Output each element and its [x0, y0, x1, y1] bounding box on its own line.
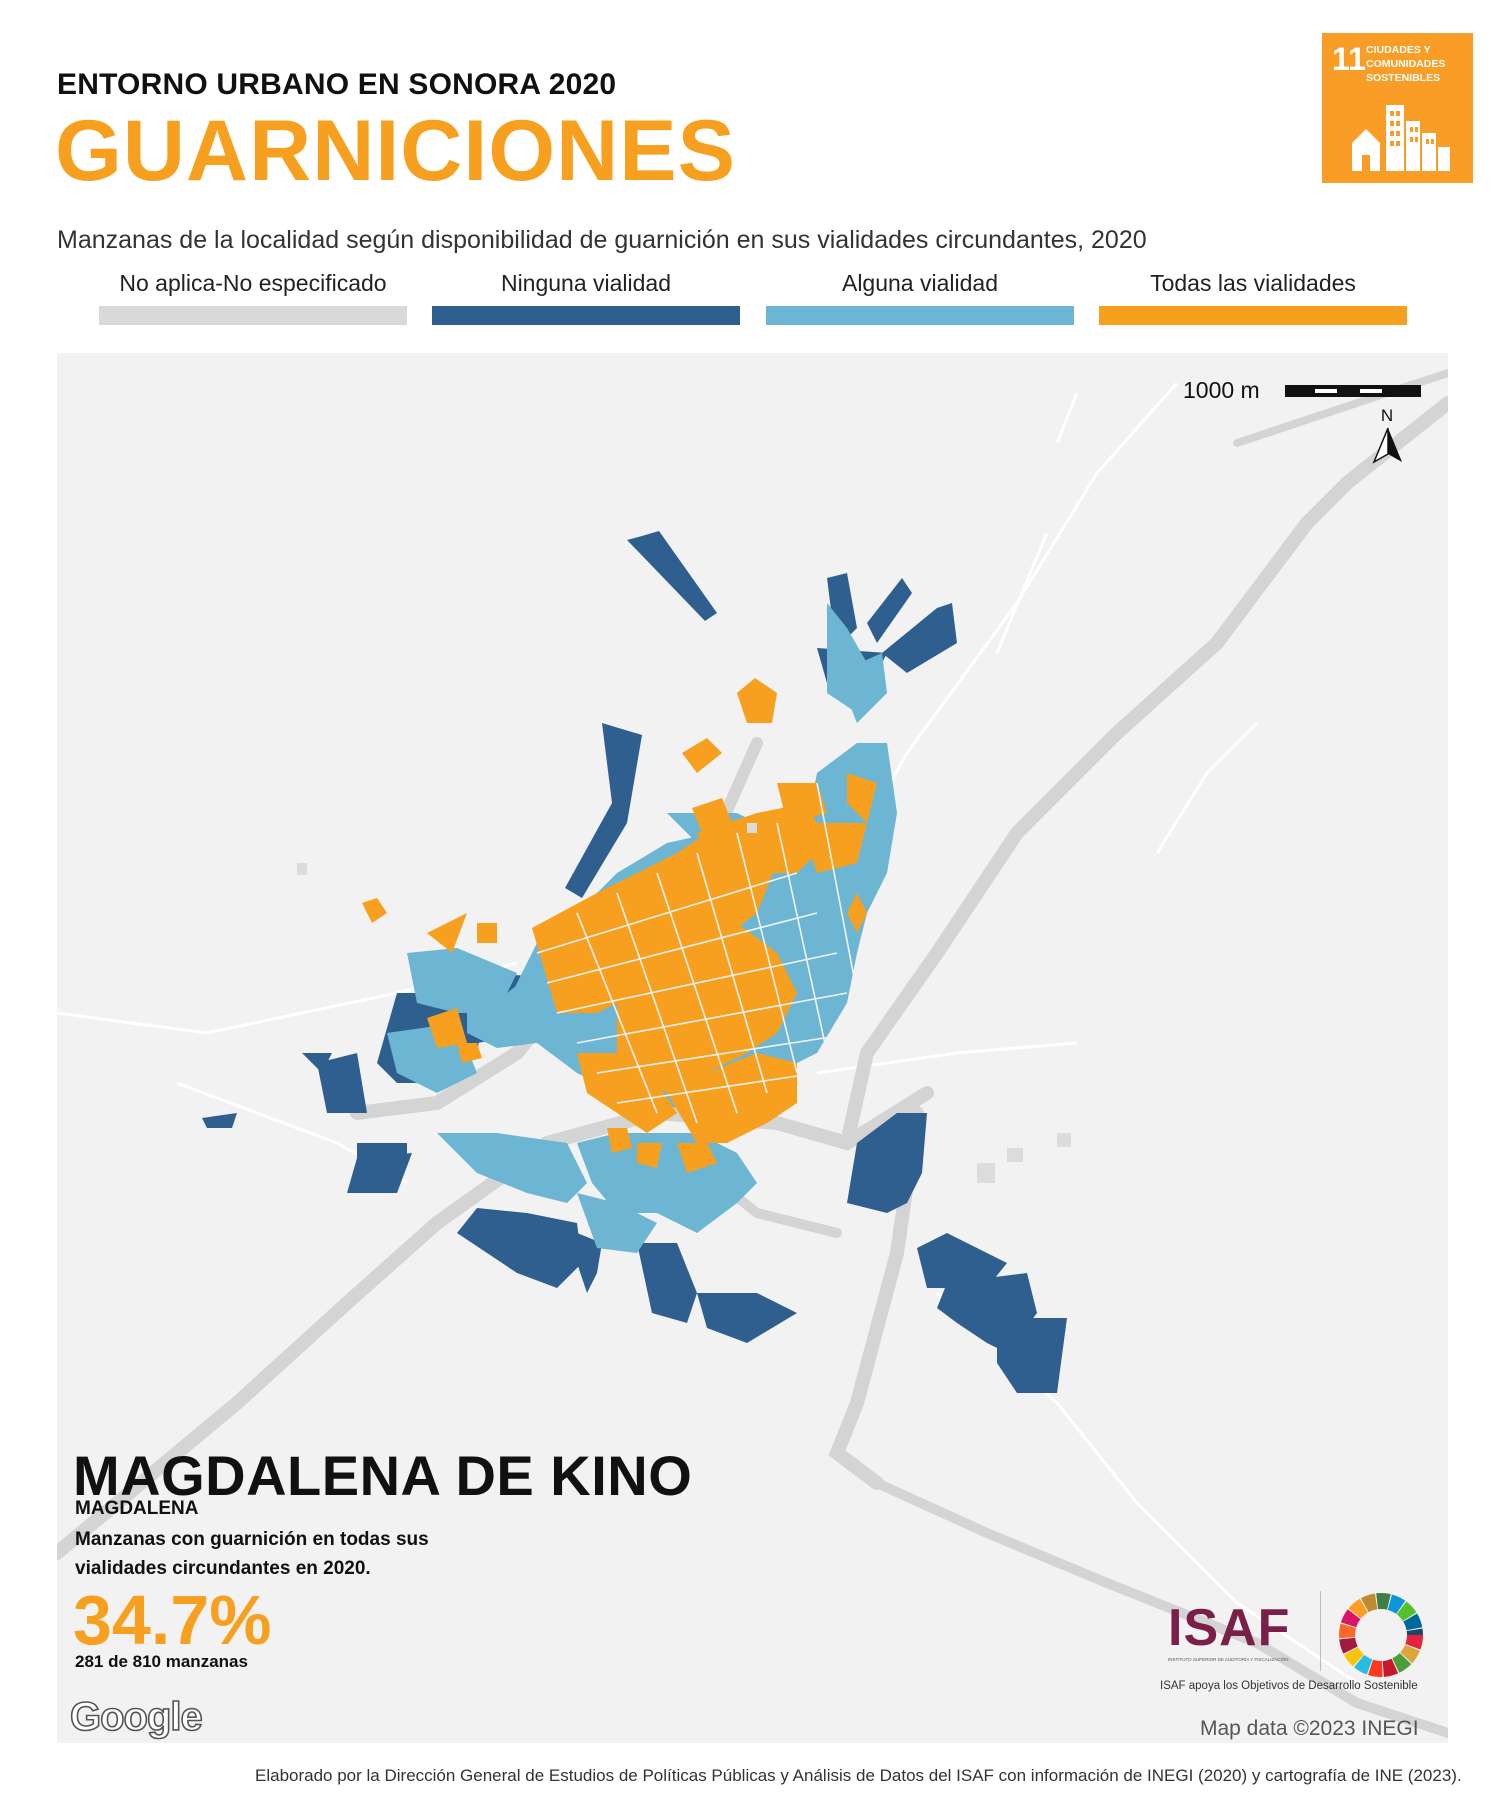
- sdg-text: CIUDADES Y COMUNIDADES SOSTENIBLES: [1366, 44, 1446, 85]
- legend-label: No aplica-No especificado: [119, 270, 387, 296]
- locality-name: MAGDALENA DE KINO: [73, 1444, 693, 1507]
- google-logo: Google: [69, 1694, 203, 1740]
- page-title: GUARNICIONES: [55, 103, 736, 199]
- kicker-title: ENTORNO URBANO EN SONORA 2020: [57, 68, 617, 101]
- legend-item-alguna: Alguna vialidad: [766, 270, 1074, 325]
- north-arrow: N: [1368, 406, 1408, 471]
- sdg-number: 11: [1332, 41, 1366, 77]
- isaf-logo: ISAF: [1168, 1599, 1291, 1657]
- map-subtitle: Manzanas de la localidad según disponibi…: [57, 226, 1147, 254]
- legend-item-todas: Todas las vialidades: [1099, 270, 1407, 325]
- sdg-wheel-icon: [1339, 1593, 1423, 1677]
- legend-item-ninguna: Ninguna vialidad: [432, 270, 740, 325]
- logo-divider: [1320, 1591, 1321, 1671]
- street-grid: [536, 782, 858, 1124]
- map-panel[interactable]: [57, 353, 1448, 1743]
- isaf-note: ISAF apoya los Objetivos de Desarrollo S…: [1160, 1680, 1418, 1692]
- legend-swatch: [1099, 306, 1407, 325]
- north-arrow-icon: [1372, 427, 1402, 464]
- legend-label: Ninguna vialidad: [500, 270, 672, 296]
- legend-swatch: [432, 306, 740, 325]
- stat-count: 281 de 810 manzanas: [75, 1652, 248, 1671]
- legend-label: Alguna vialidad: [841, 270, 998, 296]
- legend-swatch: [766, 306, 1074, 325]
- stat-description: Manzanas con guarnición en todas sus via…: [75, 1529, 429, 1579]
- municipality-name: MAGDALENA: [75, 1498, 199, 1519]
- stat-percentage: 34.7%: [73, 1581, 272, 1659]
- city-buildings-icon: [1352, 105, 1450, 171]
- isaf-logo-subtitle: INSTITUTO SUPERIOR DE AUDITORÍA Y FISCAL…: [1168, 1657, 1289, 1662]
- map-canvas[interactable]: [57, 353, 1448, 1743]
- north-label: N: [1380, 406, 1394, 425]
- sdg-11-badge: 11 CIUDADES Y COMUNIDADES SOSTENIBLES: [1322, 33, 1473, 183]
- scale-label: 1000 m: [1183, 377, 1260, 403]
- blocks-no-aplica: [297, 823, 1071, 1183]
- scale-bar: [1285, 385, 1421, 397]
- legend-swatch: [99, 306, 407, 325]
- legend-label: Todas las vialidades: [1150, 270, 1356, 296]
- footer-credit: Elaborado por la Dirección General de Es…: [255, 1766, 1462, 1785]
- legend-item-no-aplica: No aplica-No especificado: [99, 270, 407, 325]
- map-attribution: Map data ©2023 INEGI: [1200, 1717, 1419, 1740]
